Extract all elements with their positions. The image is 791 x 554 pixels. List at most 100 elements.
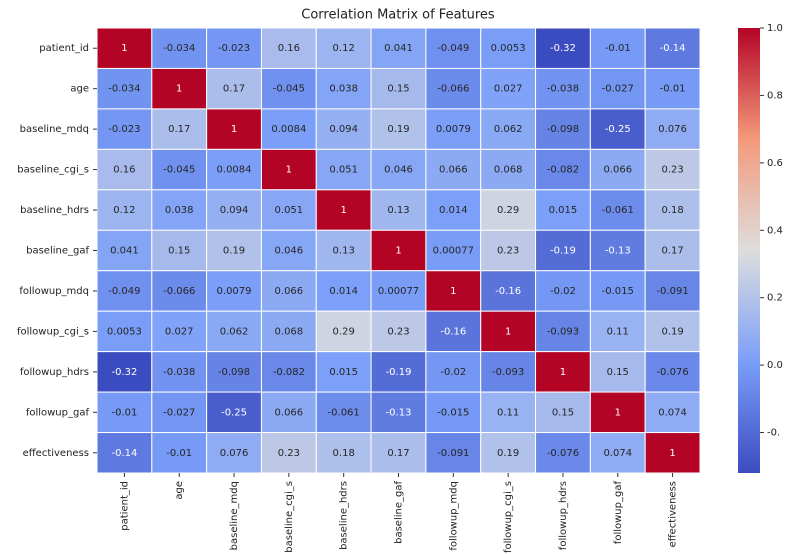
heatmap-cell [96,229,153,272]
cell-label: 0.0084 [271,124,306,135]
cell-label: -0.14 [111,448,137,459]
x-tick-label: age [174,481,185,500]
x-tick-label: followup_mdq [448,481,459,551]
heatmap-cell [589,67,646,110]
colorbar-tick-label: 0.2 [767,293,783,304]
cell-label: -0.13 [386,407,412,418]
cell-label: 0.027 [165,326,194,337]
cell-label: 1 [395,246,401,257]
heatmap-cell [315,310,372,353]
y-tick-label: baseline_mdq [20,124,89,135]
heatmap-cell [151,310,208,353]
heatmap-cell [535,67,591,110]
cell-label: -0.25 [605,124,631,135]
cell-label: 0.13 [387,205,409,216]
heatmap-cell [644,351,701,393]
cell-label: 0.29 [333,326,355,337]
heatmap-cell [535,351,591,393]
cell-label: -0.19 [550,246,576,257]
cell-label: 0.068 [275,326,304,337]
cell-label: 0.11 [497,407,519,418]
cell-label: 0.18 [333,448,355,459]
heatmap-cell [151,432,208,474]
cell-label: 0.094 [329,124,358,135]
cell-label: 0.29 [497,205,519,216]
cell-label: 0.041 [110,246,139,257]
cell-label: -0.066 [163,286,195,297]
heatmap-cell [370,27,427,69]
heatmap-cell [589,148,646,191]
heatmap-cell [644,229,701,272]
cell-label: 0.038 [329,84,358,95]
cell-label: 0.041 [384,43,413,54]
cell-label: -0.32 [111,367,137,378]
cell-label: -0.19 [386,367,412,378]
cell-label: -0.01 [166,448,192,459]
cell-label: 1 [286,165,292,176]
heatmap-cell [480,351,537,393]
cell-label: -0.015 [437,407,469,418]
heatmap-cell [589,432,646,474]
cell-label: 0.051 [275,205,304,216]
x-tick-label: baseline_hdrs [339,481,350,550]
cell-label: 1 [450,286,456,297]
heatmap-cell [151,27,208,69]
y-tick-label: baseline_cgi_s [17,165,89,176]
heatmap-cell [206,391,262,434]
heatmap-cell [644,148,701,191]
y-tick-label: followup_hdrs [20,367,89,378]
cell-label: 0.15 [552,407,574,418]
cell-label: -0.027 [602,84,634,95]
cell-label: -0.14 [660,43,686,54]
heatmap-cell [535,108,591,150]
cell-label: -0.093 [547,326,579,337]
cell-label: 0.094 [220,205,249,216]
cell-label: -0.32 [550,43,576,54]
cell-label: -0.015 [602,286,634,297]
cell-label: 0.15 [387,84,409,95]
cell-label: 0.00077 [433,246,474,257]
heatmap-cell [96,189,153,231]
heatmap-cell [589,270,646,312]
heatmap-cell [425,108,482,150]
y-tick-label: patient_id [39,43,89,54]
cell-label: -0.098 [547,124,579,135]
cell-label: -0.25 [221,407,247,418]
cell-label: -0.034 [163,43,195,54]
colorbar [738,28,760,473]
cell-label: 0.12 [333,43,355,54]
heatmap-cell [535,391,591,434]
heatmap-cell [644,189,701,231]
cell-label: 0.15 [607,367,629,378]
cell-label: -0.01 [111,407,137,418]
cell-label: -0.091 [656,286,688,297]
cell-label: 0.23 [387,326,409,337]
cell-label: -0.027 [163,407,195,418]
cell-label: 0.23 [278,448,300,459]
cell-label: -0.093 [492,367,524,378]
y-tick-label: effectiveness [23,448,89,459]
cell-label: 0.15 [168,246,190,257]
cell-label: -0.02 [440,367,466,378]
heatmap-cell [480,27,537,69]
cell-label: 0.076 [658,124,687,135]
cell-label: -0.045 [163,165,195,176]
heatmap-cell [425,351,482,393]
cell-label: 0.014 [329,286,358,297]
cell-label: -0.082 [547,165,579,176]
heatmap-cell [96,310,153,353]
cell-label: 0.066 [603,165,632,176]
cell-label: -0.034 [108,84,140,95]
cell-label: -0.061 [328,407,360,418]
heatmap-cell [425,270,482,312]
heatmap-cell [370,432,427,474]
heatmap-cell [260,189,317,231]
cell-label: 0.046 [275,246,304,257]
heatmap-cell [644,108,701,150]
colorbar-tick-label: 1.0 [767,23,783,34]
cell-label: 0.23 [661,165,683,176]
cell-label: -0.01 [660,84,686,95]
heatmap-cell [151,189,208,231]
cell-label: 1 [669,448,675,459]
heatmap-cell [370,67,427,110]
